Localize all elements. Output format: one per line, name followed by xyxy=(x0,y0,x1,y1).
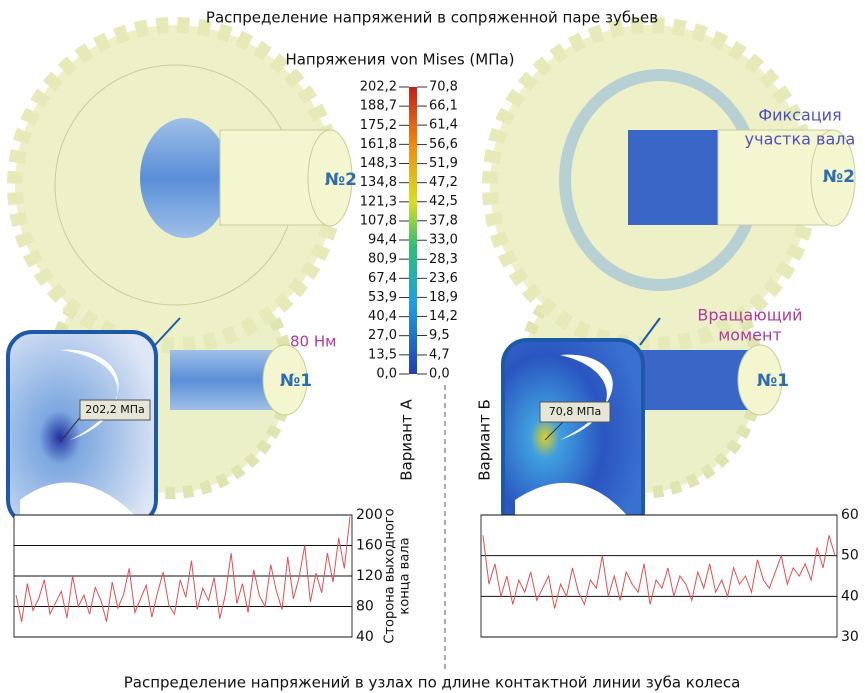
label: Фиксация xyxy=(758,106,841,125)
line xyxy=(482,535,836,609)
tick-label: 14,2 xyxy=(429,309,458,324)
tick-label: 0,0 xyxy=(376,367,397,382)
caption: Распределение напряжений в узлах по длин… xyxy=(124,674,741,692)
label: 80 Нм xyxy=(290,333,336,351)
tick-label: 202,2 xyxy=(360,80,397,95)
label: участка вала xyxy=(745,130,856,149)
label: №1 xyxy=(280,371,312,391)
label: Вариант Б xyxy=(476,399,494,481)
title: Распределение напряжений в сопряженной п… xyxy=(206,9,658,27)
y-tick-label: 60 xyxy=(841,507,859,523)
tick-label: 28,3 xyxy=(429,252,458,267)
tick-label: 37,8 xyxy=(429,213,458,228)
plot-frame xyxy=(480,514,838,638)
left-model xyxy=(6,17,353,526)
tick-label: 40,4 xyxy=(368,309,397,324)
colorbar-title: Напряжения von Mises (МПа) xyxy=(285,51,514,69)
y-tick-label: 200 xyxy=(356,507,383,523)
right-model xyxy=(482,17,856,537)
label: Вариант А xyxy=(398,399,416,481)
line xyxy=(15,516,351,622)
label: Вращающий xyxy=(697,306,802,325)
tick-label: 80,9 xyxy=(368,252,397,267)
tick-label: 9,5 xyxy=(429,328,450,343)
tick-label: 66,1 xyxy=(429,99,458,114)
tick-label: 188,7 xyxy=(360,99,397,114)
y-tick-label: 30 xyxy=(841,629,859,645)
tick-label: 67,4 xyxy=(368,271,397,286)
tick-label: 107,8 xyxy=(360,213,397,228)
label: №2 xyxy=(823,167,855,187)
tick-label: 27,0 xyxy=(368,328,397,343)
tick-label: 23,6 xyxy=(429,271,458,286)
y-tick-label: 50 xyxy=(841,548,859,564)
y-axis-label: Сторона выходного xyxy=(383,508,398,643)
tick-label: 53,9 xyxy=(368,290,397,305)
y-tick-label: 80 xyxy=(356,599,374,615)
y-tick-label: 160 xyxy=(356,538,383,554)
tick-label: 47,2 xyxy=(429,175,458,190)
y-tick-label: 40 xyxy=(356,629,374,645)
tick-label: 56,6 xyxy=(429,137,458,152)
tick-label: 94,4 xyxy=(368,233,397,248)
y-axis-label: конца вала xyxy=(398,537,413,614)
label: №2 xyxy=(325,170,357,190)
tick-label: 42,5 xyxy=(429,194,458,209)
tick-label: 51,9 xyxy=(429,156,458,171)
y-tick-label: 120 xyxy=(356,568,383,584)
tick-label: 33,0 xyxy=(429,233,458,248)
tick-label: 121,3 xyxy=(360,194,397,209)
colorbar xyxy=(409,87,417,374)
tick-label: 4,7 xyxy=(429,347,450,362)
tick-label: 161,8 xyxy=(360,137,397,152)
label: №1 xyxy=(757,371,789,391)
tick-label: 61,4 xyxy=(429,118,458,133)
tick-label: 148,3 xyxy=(360,156,397,171)
tick-label: 134,8 xyxy=(360,175,397,190)
y-tick-label: 40 xyxy=(841,588,859,604)
tick-label: 18,9 xyxy=(429,290,458,305)
tick-label: 0,0 xyxy=(429,367,450,382)
tick-label: 13,5 xyxy=(368,347,397,362)
label: момент xyxy=(718,326,782,345)
label: 70,8 МПа xyxy=(549,405,602,418)
label: 202,2 МПа xyxy=(85,403,145,416)
tick-label: 70,8 xyxy=(429,80,458,95)
tick-label: 175,2 xyxy=(360,118,397,133)
